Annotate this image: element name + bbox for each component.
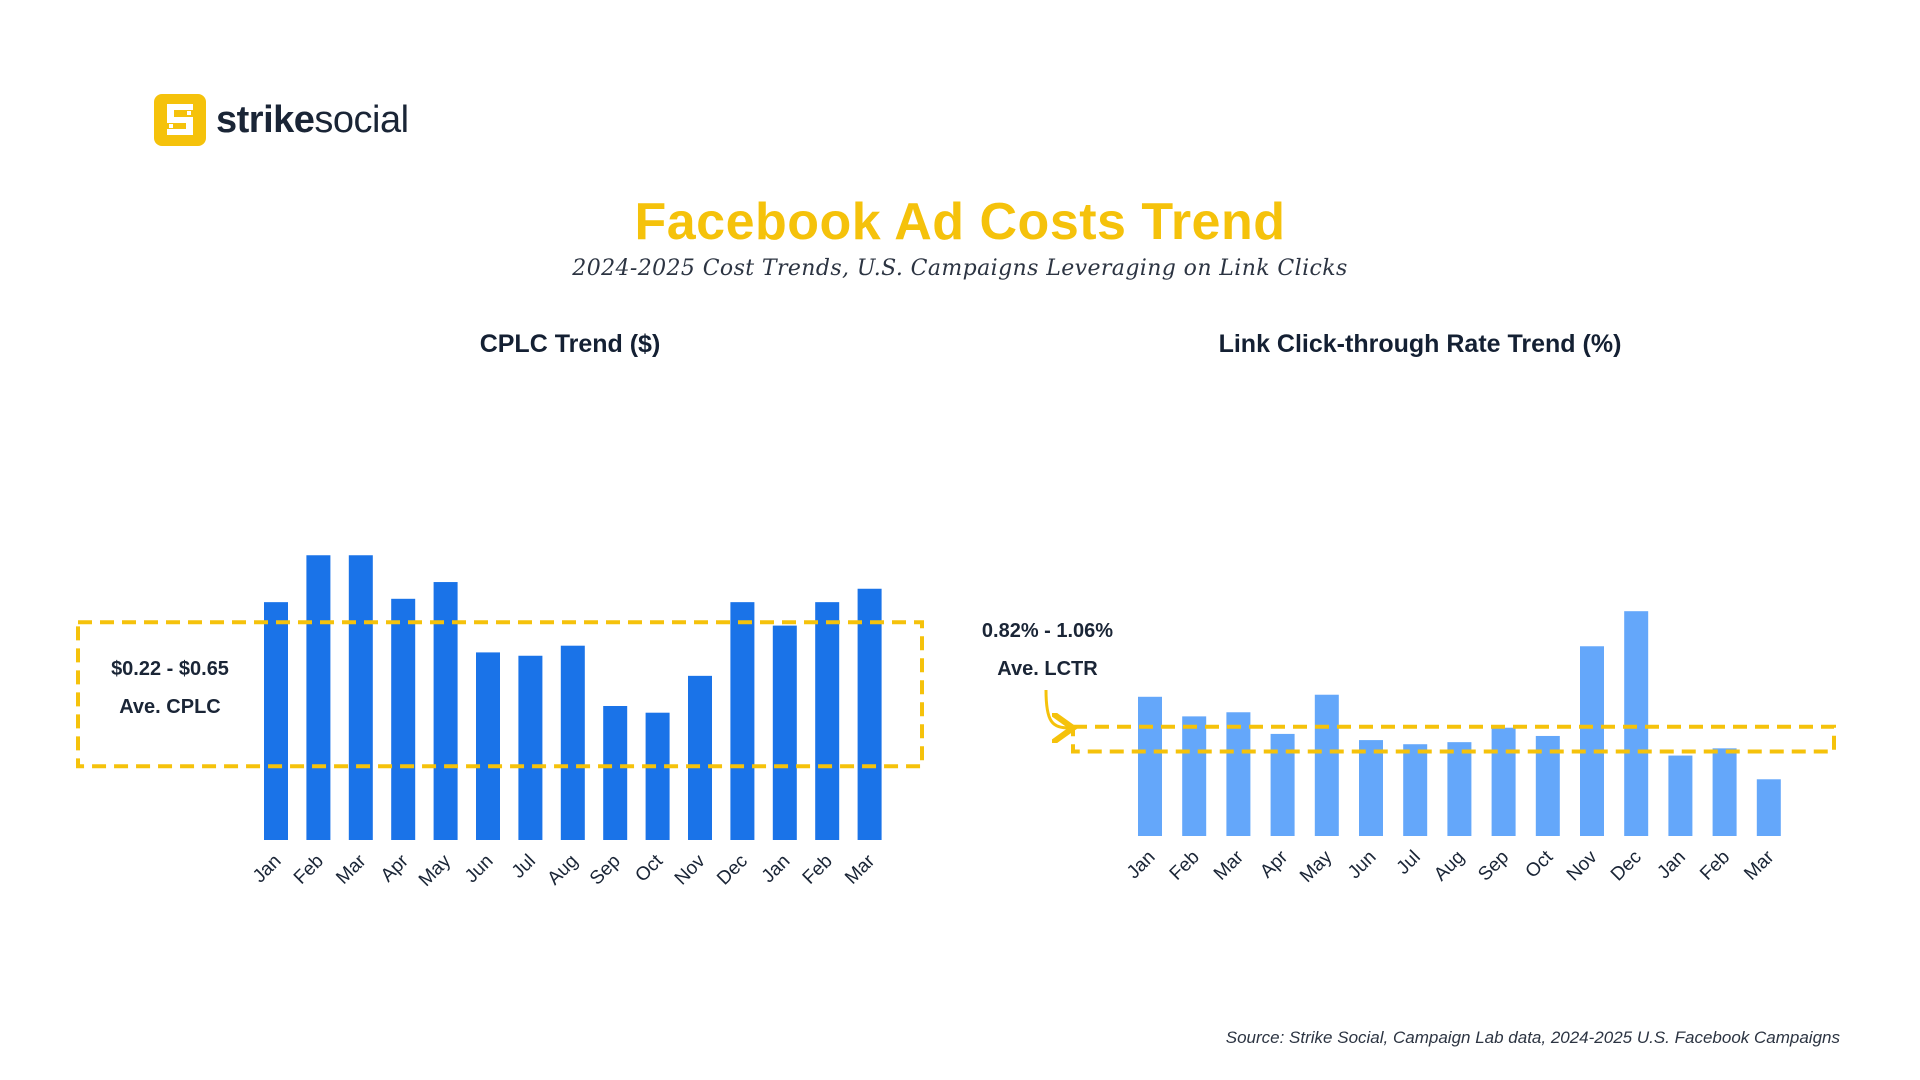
cplc-tick-label: Mar — [841, 850, 879, 888]
lctr-band-label: 0.82% - 1.06% Ave. LCTR — [960, 612, 1135, 688]
lctr-tick-label: Jan — [1123, 847, 1160, 884]
cplc-tick-label: Jan — [758, 851, 795, 888]
cplc-bar — [433, 582, 458, 840]
lctr-bar — [1138, 696, 1162, 836]
cplc-tick-label: Aug — [544, 851, 583, 890]
cplc-band-range: $0.22 - $0.65 — [111, 658, 229, 680]
cplc-tick-label: May — [415, 850, 456, 891]
cplc-tick-label: Apr — [377, 850, 413, 886]
lctr-band-range: 0.82% - 1.06% — [981, 620, 1114, 642]
lctr-bar — [1668, 755, 1693, 836]
cplc-average-band — [76, 620, 924, 769]
cplc-chart-title: CPLC Trend ($) — [479, 330, 661, 358]
cplc-bar — [306, 555, 331, 840]
cplc-bar — [264, 602, 288, 840]
page-subtitle: 2024-2025 Cost Trends, U.S. Campaigns Le… — [572, 256, 1348, 281]
lctr-bar — [1226, 712, 1251, 836]
lctr-band-arrow — [1044, 689, 1070, 728]
lctr-tick-label: Mar — [1210, 846, 1248, 884]
lctr-tick-label: Jul — [1393, 847, 1425, 879]
strike-social-logo: strikesocial — [154, 94, 409, 146]
cplc-band-label: $0.22 - $0.65 Ave. CPLC — [95, 650, 245, 726]
logo-wordmark: strikesocial — [216, 94, 409, 146]
cplc-bar — [348, 555, 373, 840]
cplc-band-name: Ave. CPLC — [119, 696, 221, 718]
cplc-tick-label: Nov — [671, 850, 710, 889]
lctr-tick-label: Feb — [1696, 847, 1734, 885]
lctr-tick-label: Jun — [1344, 847, 1381, 884]
lctr-tick-label: Dec — [1607, 847, 1646, 886]
lctr-bar — [1756, 779, 1781, 836]
lctr-bar — [1624, 611, 1649, 836]
cplc-bar — [603, 706, 628, 840]
lctr-bar — [1314, 694, 1339, 836]
source-note: Source: Strike Social, Campaign Lab data… — [1225, 1028, 1840, 1047]
cplc-tick-label: Mar — [332, 850, 370, 888]
cplc-bar — [772, 625, 797, 840]
lctr-bar — [1580, 646, 1604, 836]
lctr-tick-label: Oct — [1522, 846, 1558, 882]
cplc-bar — [688, 675, 712, 840]
lctr-bar — [1491, 727, 1516, 836]
cplc-tick-label: Feb — [799, 851, 837, 889]
cplc-tick-label: Jul — [508, 851, 540, 883]
lctr-tick-label: Feb — [1166, 847, 1204, 885]
cplc-tick-label: Feb — [290, 851, 328, 889]
lctr-band-name: Ave. LCTR — [997, 658, 1098, 680]
lctr-bar — [1270, 733, 1295, 836]
cplc-bar — [857, 588, 882, 840]
logo-word-bold: strike — [216, 99, 315, 141]
cplc-bar — [645, 712, 670, 840]
lctr-tick-label: Jan — [1653, 847, 1690, 884]
lctr-bar — [1447, 742, 1472, 836]
lctr-bar — [1712, 748, 1737, 836]
page-title: Facebook Ad Costs Trend — [634, 193, 1286, 251]
lctr-chart: Jan Feb Mar Apr May Jun Jul Aug Sep Oct Nov Dec Jan F… — [1071, 611, 1836, 887]
lctr-average-band — [1071, 724, 1836, 754]
lctr-tick-label: Mar — [1740, 846, 1778, 884]
cplc-tick-label: Dec — [713, 851, 752, 890]
cplc-bar — [518, 655, 543, 840]
lctr-tick-label: May — [1296, 846, 1337, 887]
cplc-bar — [730, 602, 755, 840]
lctr-tick-label: Nov — [1563, 846, 1602, 885]
lctr-tick-label: Apr — [1256, 846, 1292, 882]
cplc-tick-label: Oct — [631, 850, 667, 886]
logo-word-light: social — [314, 99, 409, 141]
cplc-bar — [476, 652, 500, 840]
lctr-bar — [1182, 716, 1207, 836]
lctr-tick-label: Aug — [1430, 847, 1469, 886]
lctr-bar — [1359, 740, 1383, 836]
lctr-tick-label: Sep — [1474, 847, 1513, 886]
cplc-bar — [815, 602, 840, 840]
lctr-chart-title: Link Click-through Rate Trend (%) — [1218, 330, 1622, 358]
lctr-bar — [1403, 744, 1428, 836]
strike-social-logo-icon — [154, 94, 206, 146]
cplc-tick-label: Jan — [249, 851, 286, 888]
cplc-bar — [391, 598, 416, 840]
cplc-bar — [560, 645, 585, 840]
cplc-tick-label: Jun — [461, 851, 498, 888]
cplc-tick-label: Sep — [586, 851, 625, 890]
